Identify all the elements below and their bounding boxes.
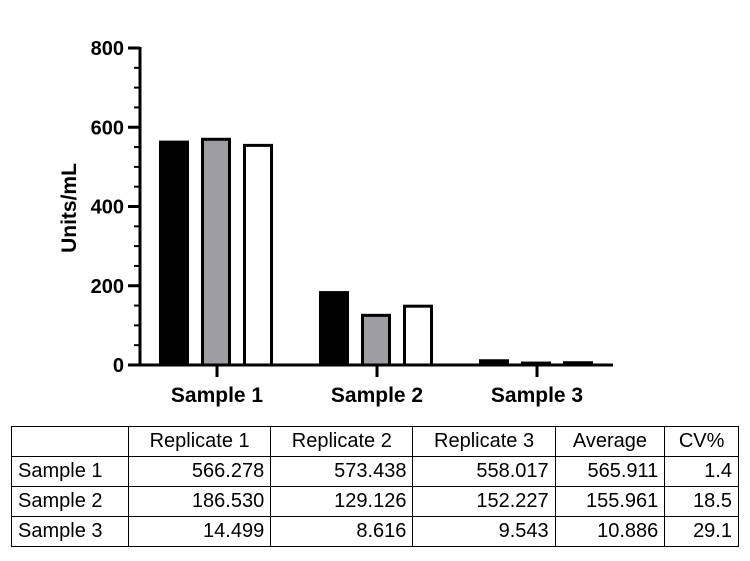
y-tick-label: 200: [91, 276, 124, 298]
table-header-replicate-3: Replicate 3: [412, 426, 556, 457]
y-tick-label: 400: [91, 197, 124, 219]
x-category-label: Sample 1: [171, 384, 264, 407]
table-header-replicate-1: Replicate 1: [127, 426, 272, 457]
results-table: Replicate 1 Replicate 2 Replicate 3 Aver…: [11, 426, 739, 547]
table-cell: 1.4: [664, 456, 739, 487]
table-cell: 155.961: [554, 486, 666, 517]
bar-sample-2-replicate-3: [403, 304, 433, 367]
table-cell: 8.616: [270, 516, 414, 547]
table-header-replicate-2: Replicate 2: [270, 426, 414, 457]
table-cell: 566.278: [127, 456, 272, 487]
table-cell: 565.911: [554, 456, 666, 487]
table-header-corner: [11, 426, 129, 457]
table-cell: 152.227: [412, 486, 556, 517]
table-cell: 9.543: [412, 516, 556, 547]
bar-sample-2-replicate-2: [361, 313, 391, 367]
y-tick-label: 600: [91, 117, 124, 139]
table-header-cv: CV%: [664, 426, 739, 457]
table-header-average: Average: [554, 426, 666, 457]
table-cell: 10.886: [554, 516, 666, 547]
table-row: Sample 3 14.499 8.616 9.543 10.886 29.1: [11, 516, 739, 547]
y-tick-label: 0: [113, 355, 124, 377]
table-row-label: Sample 1: [11, 456, 129, 487]
bar-sample-2-replicate-1: [319, 291, 349, 367]
table-cell: 129.126: [270, 486, 414, 517]
bar-sample-1-replicate-1: [159, 140, 189, 367]
table-cell: 558.017: [412, 456, 556, 487]
table-row-label: Sample 3: [11, 516, 129, 547]
x-category-label: Sample 3: [491, 384, 583, 407]
table-cell: 14.499: [127, 516, 272, 547]
table-row: Sample 2 186.530 129.126 152.227 155.961…: [11, 486, 739, 517]
table-cell: 573.438: [270, 456, 414, 487]
bar-chart: 0 200 400 600 800 Sample 1 Sample 2 Sample 3 Un…: [58, 38, 613, 407]
y-axis-label: Units/mL: [58, 163, 81, 253]
table-cell: 186.530: [127, 486, 272, 517]
table-cell: 29.1: [664, 516, 739, 547]
table-row-label: Sample 2: [11, 486, 129, 517]
y-tick-label: 800: [91, 38, 124, 60]
bar-sample-1-replicate-2: [201, 137, 231, 367]
table-header-row: Replicate 1 Replicate 2 Replicate 3 Aver…: [11, 426, 739, 457]
x-category-label: Sample 2: [331, 384, 423, 407]
table-row: Sample 1 566.278 573.438 558.017 565.911…: [11, 456, 739, 487]
table-cell: 18.5: [664, 486, 739, 517]
bar-sample-1-replicate-3: [243, 143, 273, 367]
